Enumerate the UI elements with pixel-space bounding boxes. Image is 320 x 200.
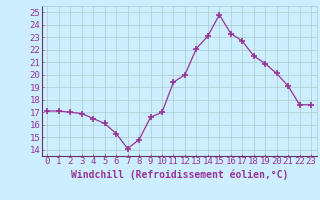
- X-axis label: Windchill (Refroidissement éolien,°C): Windchill (Refroidissement éolien,°C): [70, 169, 288, 180]
